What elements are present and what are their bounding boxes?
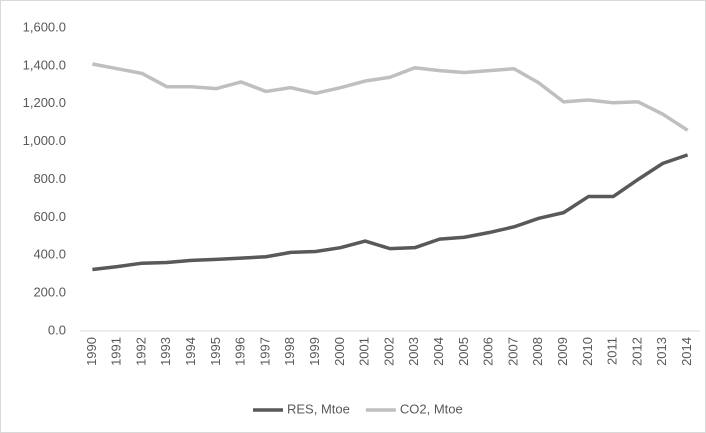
y-tick-label: 0.0 (48, 322, 66, 337)
x-tick-label: 1995 (208, 337, 223, 366)
y-tick-label: 600.0 (33, 209, 66, 224)
x-tick-label: 2012 (629, 337, 644, 366)
x-tick-label: 2006 (481, 337, 496, 366)
x-tick-label: 2005 (456, 337, 471, 366)
x-tick-label: 1992 (133, 337, 148, 366)
x-tick-label: 2000 (332, 337, 347, 366)
y-tick-label: 1,000.0 (23, 133, 66, 148)
series-line (92, 62, 689, 132)
x-tick-label: 1996 (233, 337, 248, 366)
x-tick-label: 2010 (580, 337, 595, 366)
x-tick-label: 2007 (505, 337, 520, 366)
y-tick-label: 1,400.0 (23, 57, 66, 72)
x-tick-label: 2001 (357, 337, 372, 366)
x-tick-label: 1998 (282, 337, 297, 366)
y-tick-label: 400.0 (33, 247, 66, 262)
y-tick-label: 800.0 (33, 171, 66, 186)
x-tick-label: 2011 (605, 337, 620, 365)
x-tick-label: 1994 (183, 337, 198, 366)
x-tick-label: 1999 (307, 337, 322, 366)
x-tick-label: 1993 (158, 337, 173, 366)
y-tick-label: 1,200.0 (23, 95, 66, 110)
x-tick-label: 2013 (654, 337, 669, 366)
x-tick-label: 2008 (530, 337, 545, 366)
x-tick-label: 1997 (257, 337, 272, 366)
x-tick-label: 2004 (431, 337, 446, 366)
y-tick-label: 200.0 (33, 285, 66, 300)
x-tick-label: 2003 (406, 337, 421, 366)
x-tick-label: 1991 (109, 337, 124, 366)
x-tick-label: 1990 (84, 337, 99, 366)
x-tick-label: 2002 (381, 337, 396, 366)
legend-label: RES, Mtoe (287, 401, 350, 416)
x-tick-label: 2009 (555, 337, 570, 366)
legend-label: CO2, Mtoe (400, 401, 463, 416)
x-tick-label: 2014 (679, 337, 694, 366)
y-tick-label: 1,600.0 (23, 19, 66, 34)
series-line (92, 153, 689, 272)
